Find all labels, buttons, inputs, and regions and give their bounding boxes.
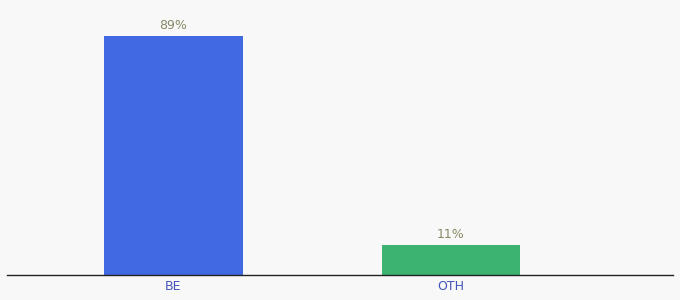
Text: 89%: 89% xyxy=(160,20,188,32)
Bar xyxy=(104,36,243,274)
Bar xyxy=(381,245,520,274)
Text: 11%: 11% xyxy=(437,228,465,241)
